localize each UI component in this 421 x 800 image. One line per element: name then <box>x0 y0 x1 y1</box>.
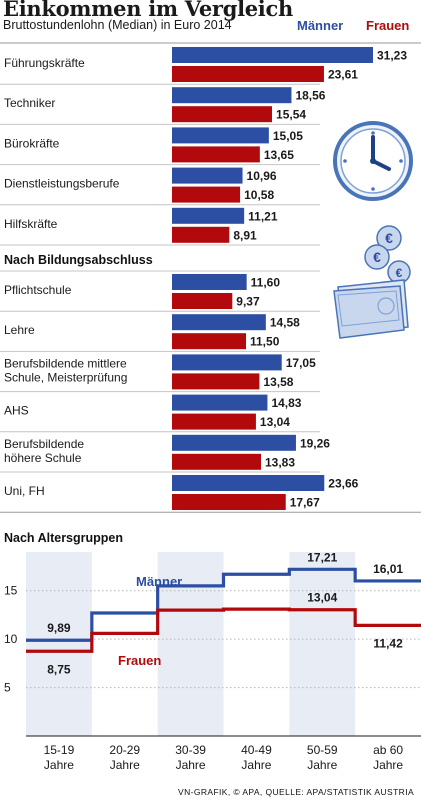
bar-value-label: 10,96 <box>247 169 277 183</box>
chart-subtitle: Bruttostundenlohn (Median) in Euro 2014 <box>3 18 232 32</box>
bar-women <box>172 293 233 309</box>
bar-value-label: 17,05 <box>286 356 316 370</box>
series-line-women <box>26 607 421 653</box>
bar-men <box>172 127 269 144</box>
category-label: Hilfskräfte <box>4 217 58 231</box>
bar-value-label: 13,83 <box>265 455 295 469</box>
category-label: Uni, FH <box>4 484 45 498</box>
legend-women: Frauen <box>366 18 410 33</box>
y-tick-label: 10 <box>4 632 18 646</box>
bar-value-label: 18,56 <box>295 89 325 103</box>
column-band <box>157 552 224 736</box>
bar-value-label: 31,23 <box>377 49 407 63</box>
clock-icon <box>333 121 413 201</box>
line-value-label: 11,42 <box>373 636 403 650</box>
bar-women <box>172 413 256 430</box>
bar-men <box>172 87 292 104</box>
bar-value-label: 15,05 <box>273 129 303 143</box>
line-value-label: 16,01 <box>373 562 403 576</box>
svg-text:€: € <box>373 249 381 265</box>
bar-value-label: 11,60 <box>251 276 281 290</box>
line-chart-title: Nach Altersgruppen <box>4 531 123 545</box>
bar-women <box>172 333 247 350</box>
series-label-men: Männer <box>136 574 182 589</box>
x-tick-label: 40-49 Jahre <box>241 743 272 772</box>
bar-value-label: 10,58 <box>244 188 274 202</box>
x-tick-label: ab 60 Jahre <box>373 743 403 772</box>
bar-value-label: 17,67 <box>290 496 320 510</box>
euro-coins-icon: € € € <box>364 225 411 284</box>
category-label: Dienstleistungsberufe <box>4 177 120 191</box>
source-credit: VN-GRAFIK, © APA, QUELLE: APA/STATISTIK … <box>178 787 415 797</box>
series-line-men <box>26 567 421 642</box>
bar-men <box>172 475 325 491</box>
decorative-illustrations: € € € <box>333 121 413 339</box>
line-value-label: 8,75 <box>47 662 71 676</box>
line-value-label: 9,89 <box>47 621 71 635</box>
bar-value-label: 13,58 <box>263 375 293 389</box>
bar-men <box>172 394 268 411</box>
bar-men <box>172 314 266 331</box>
bar-value-label: 23,66 <box>328 477 358 491</box>
category-label: Führungskräfte <box>4 56 85 70</box>
bar-value-label: 15,54 <box>276 108 306 122</box>
bar-value-label: 19,26 <box>300 436 330 450</box>
bar-women <box>172 494 286 510</box>
bar-value-label: 11,21 <box>248 209 278 223</box>
bar-women <box>172 106 273 123</box>
bar-women <box>172 226 230 243</box>
series-label-women: Frauen <box>118 653 161 668</box>
banknotes-icon <box>333 279 409 339</box>
line-value-label: 17,21 <box>307 550 337 564</box>
x-tick-label: 15-19 Jahre <box>44 743 75 772</box>
category-label: Pflichtschule <box>4 283 72 297</box>
y-tick-label: 5 <box>4 681 11 695</box>
svg-text:€: € <box>385 230 393 246</box>
bar-men <box>172 354 282 371</box>
group-heading: Nach Bildungsabschluss <box>4 253 153 267</box>
line-value-label: 13,04 <box>307 591 337 605</box>
column-band <box>289 552 356 736</box>
svg-text:€: € <box>396 266 403 280</box>
bar-men <box>172 167 243 184</box>
column-band <box>26 552 92 736</box>
bar-men <box>172 434 296 451</box>
bar-value-label: 14,58 <box>270 316 300 330</box>
x-tick-label: 20-29 Jahre <box>109 743 140 772</box>
chart-title: Einkommen im Vergleich <box>3 0 293 21</box>
bar-value-label: 23,61 <box>328 68 358 82</box>
legend-men: Männer <box>297 18 344 33</box>
bar-women <box>172 146 260 163</box>
category-label: Berufsbildende mittlere Schule, Meisterpr… <box>4 356 127 384</box>
bar-value-label: 9,37 <box>236 295 260 309</box>
bar-value-label: 14,83 <box>271 396 301 410</box>
bar-women <box>172 186 241 203</box>
bar-value-label: 8,91 <box>233 228 257 242</box>
bar-women <box>172 453 262 470</box>
x-tick-label: 50-59 Jahre <box>307 743 338 772</box>
category-label: Lehre <box>4 323 35 337</box>
bar-men <box>172 274 247 290</box>
category-label: Berufsbildende höhere Schule <box>4 437 84 465</box>
bar-women <box>172 66 324 82</box>
category-label: Bürokräfte <box>4 136 60 150</box>
category-label: Techniker <box>4 96 55 110</box>
bar-men <box>172 207 245 224</box>
bar-value-label: 11,50 <box>250 335 280 349</box>
bar-value-label: 13,65 <box>264 148 294 162</box>
y-tick-label: 15 <box>4 584 18 598</box>
category-label: AHS <box>4 404 29 418</box>
bar-men <box>172 47 373 63</box>
bar-women <box>172 373 260 390</box>
x-tick-label: 30-39 Jahre <box>175 743 206 772</box>
bar-value-label: 13,04 <box>260 415 290 429</box>
